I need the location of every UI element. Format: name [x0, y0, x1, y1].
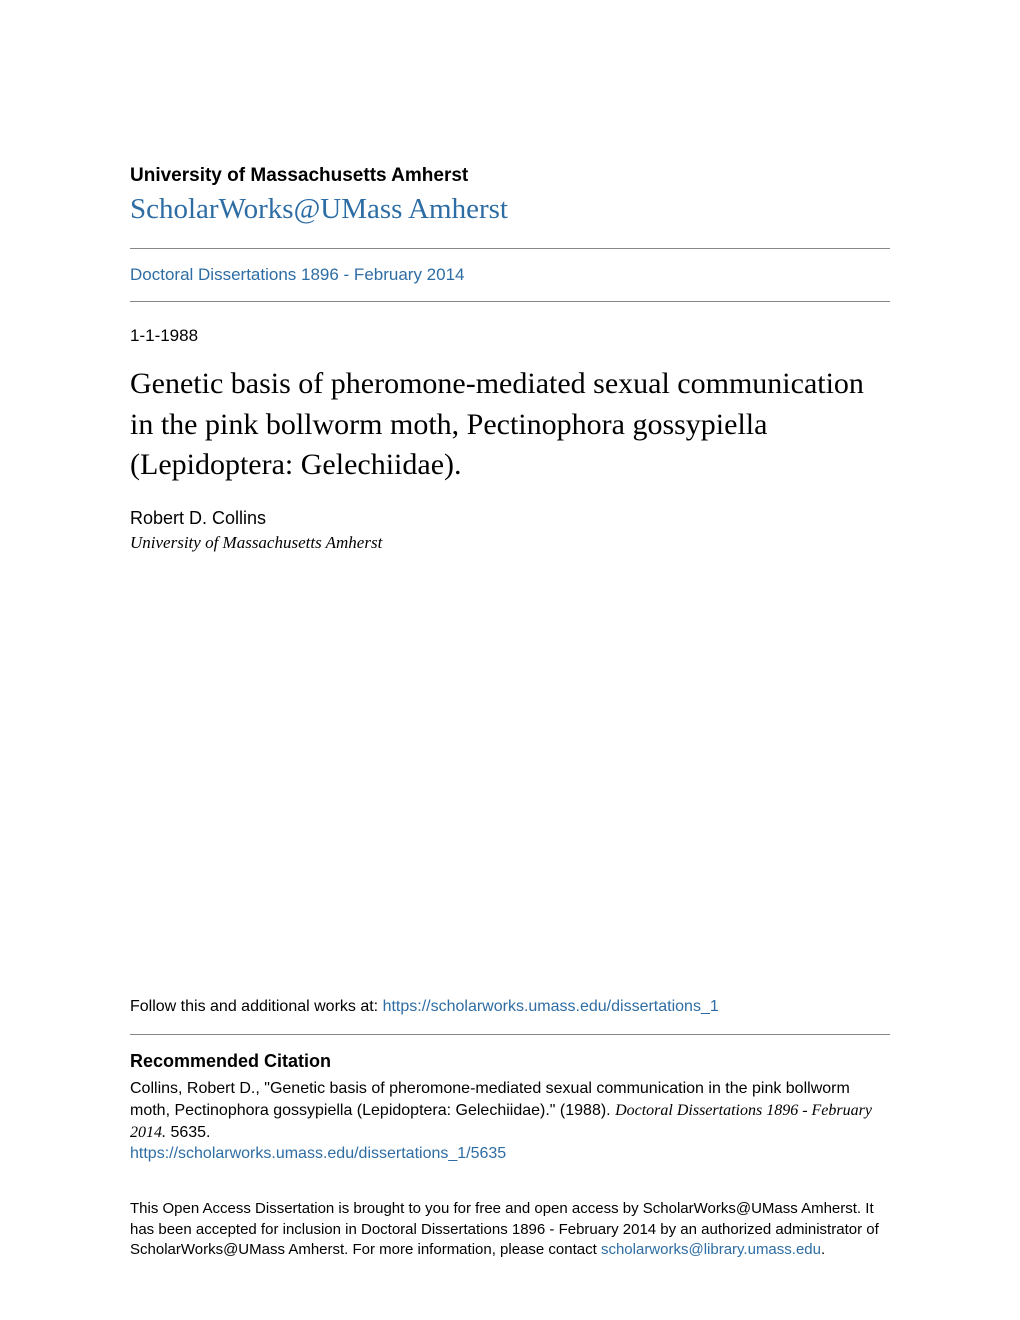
recommended-citation-heading: Recommended Citation	[130, 1051, 890, 1072]
repository-link[interactable]: ScholarWorks@UMass Amherst	[130, 193, 508, 225]
access-statement: This Open Access Dissertation is brought…	[130, 1199, 890, 1260]
follow-link[interactable]: https://scholarworks.umass.edu/dissertat…	[383, 998, 719, 1015]
bottom-block: Follow this and additional works at: htt…	[130, 998, 890, 1260]
contact-email-link[interactable]: scholarworks@library.umass.edu	[601, 1241, 821, 1258]
author-affiliation: University of Massachusetts Amherst	[130, 533, 890, 553]
institution-name: University of Massachusetts Amherst	[130, 165, 890, 187]
publication-date: 1-1-1988	[130, 326, 890, 346]
recommended-citation-text: Collins, Robert D., "Genetic basis of ph…	[130, 1078, 890, 1143]
permalink[interactable]: https://scholarworks.umass.edu/dissertat…	[130, 1145, 506, 1162]
divider	[130, 301, 890, 302]
divider	[130, 1034, 890, 1035]
work-metadata: 1-1-1988 Genetic basis of pheromone-medi…	[130, 326, 890, 553]
citation-after-series: 5635.	[166, 1124, 210, 1141]
permalink-row: https://scholarworks.umass.edu/dissertat…	[130, 1145, 890, 1163]
repository-title: ScholarWorks@UMass Amherst	[130, 193, 890, 226]
work-title: Genetic basis of pheromone-mediated sexu…	[130, 364, 890, 486]
page-header: University of Massachusetts Amherst Scho…	[130, 165, 890, 302]
footer-text-after: .	[821, 1241, 825, 1258]
follow-line: Follow this and additional works at: htt…	[130, 998, 890, 1016]
author-name: Robert D. Collins	[130, 508, 890, 529]
collection-row: Doctoral Dissertations 1896 - February 2…	[130, 249, 890, 301]
follow-prefix: Follow this and additional works at:	[130, 998, 383, 1015]
collection-link[interactable]: Doctoral Dissertations 1896 - February 2…	[130, 265, 465, 284]
